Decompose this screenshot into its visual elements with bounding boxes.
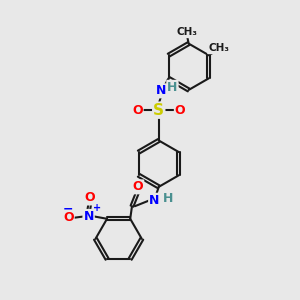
Text: O: O <box>85 191 95 205</box>
Text: O: O <box>133 180 143 194</box>
Text: −: − <box>62 202 73 216</box>
Text: +: + <box>93 203 101 213</box>
Text: H: H <box>163 192 173 205</box>
Text: O: O <box>175 104 185 117</box>
Text: CH₃: CH₃ <box>177 27 198 37</box>
Text: S: S <box>153 103 164 118</box>
Text: O: O <box>63 212 74 224</box>
Text: N: N <box>83 210 94 223</box>
Text: CH₃: CH₃ <box>208 44 229 53</box>
Text: H: H <box>167 81 178 94</box>
Text: N: N <box>149 194 160 207</box>
Text: N: N <box>156 84 166 98</box>
Text: O: O <box>132 104 143 117</box>
